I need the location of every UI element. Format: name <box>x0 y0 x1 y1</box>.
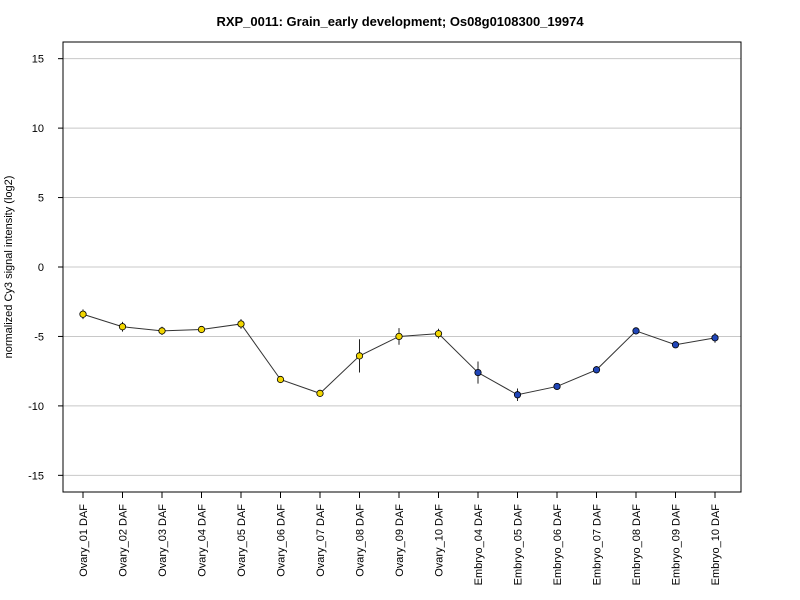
x-tick-label: Ovary_02 DAF <box>118 504 130 577</box>
data-point <box>118 323 127 331</box>
x-tick-label: Ovary_06 DAF <box>276 504 288 577</box>
data-point <box>592 366 601 374</box>
data-point <box>197 325 206 334</box>
series-layer <box>79 309 719 402</box>
grid <box>63 58 741 476</box>
data-point <box>671 341 680 349</box>
data-point <box>355 352 364 360</box>
x-tick-label: Embryo_10 DAF <box>710 504 722 586</box>
x-tick-label: Embryo_06 DAF <box>552 504 564 586</box>
y-axis-label: normalized Cy3 signal intensity (log2) <box>3 176 15 359</box>
x-tick-label: Embryo_04 DAF <box>473 504 485 586</box>
y-tick-label: 10 <box>32 123 44 135</box>
data-point <box>513 391 522 399</box>
x-tick-label: Ovary_07 DAF <box>315 504 327 577</box>
x-tick-label: Embryo_07 DAF <box>592 504 604 586</box>
chart-title: RXP_0011: Grain_early development; Os08g… <box>216 14 584 29</box>
data-point <box>158 327 166 335</box>
x-tick-label: Embryo_05 DAF <box>513 504 525 586</box>
data-point <box>632 327 640 335</box>
data-point <box>237 320 245 328</box>
y-tick-label: 5 <box>38 193 44 205</box>
x-tick-label: Embryo_09 DAF <box>671 504 683 586</box>
axes: 15 10 5 0 -5 -10 -15 Ovary_01 DAF Ovary_02 DAF Ov… <box>28 54 722 586</box>
x-tick-label: Ovary_03 DAF <box>157 504 169 577</box>
data-point <box>711 334 719 342</box>
x-tick-label: Ovary_01 DAF <box>78 504 90 577</box>
x-tick-label: Ovary_09 DAF <box>394 504 406 577</box>
y-tick-label: -10 <box>28 401 44 413</box>
data-point <box>434 330 443 338</box>
x-tick-label: Ovary_05 DAF <box>236 504 248 577</box>
data-point <box>316 389 324 397</box>
data-point <box>79 310 87 318</box>
x-tick-label: Ovary_08 DAF <box>355 504 367 577</box>
data-point <box>395 332 403 341</box>
x-tick-label: Embryo_08 DAF <box>631 504 643 586</box>
y-tick-label: 15 <box>32 54 44 66</box>
y-tick-label: -5 <box>34 331 44 343</box>
y-tick-label: -15 <box>28 470 44 482</box>
data-point <box>474 368 482 377</box>
y-tick-label: 0 <box>38 262 44 274</box>
x-tick-label: Ovary_04 DAF <box>197 504 209 577</box>
x-tick-label: Ovary_10 DAF <box>434 504 446 577</box>
series-line <box>82 313 716 396</box>
data-point <box>276 375 285 384</box>
data-point <box>553 382 561 391</box>
